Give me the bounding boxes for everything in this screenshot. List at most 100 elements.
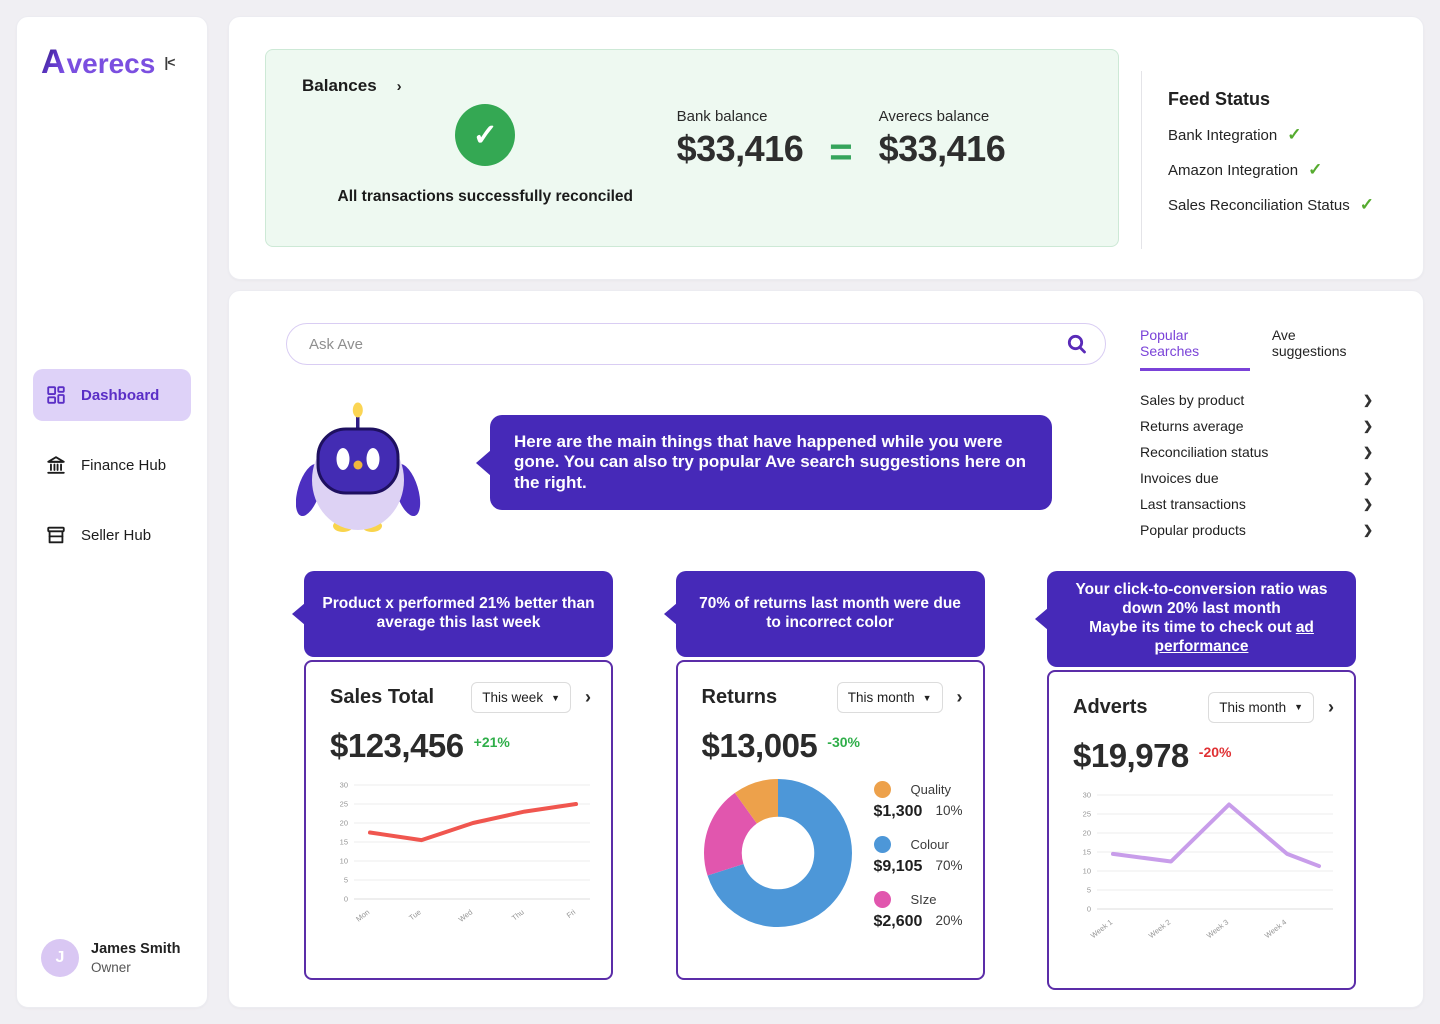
- svg-text:10: 10: [1083, 866, 1091, 875]
- legend-label: Colour: [910, 837, 949, 852]
- adverts-line-chart: 0 5 10 15 20 25 30 Week 1 Week 2 Week 3 Week 4: [1083, 790, 1333, 940]
- insight-bubble-sales: Product x performed 21% better than aver…: [292, 571, 613, 657]
- bank-balance-value: $33,416: [676, 128, 804, 169]
- card-title: Returns: [701, 686, 778, 708]
- caret-down-icon: ▼: [922, 692, 932, 703]
- popular-search-item[interactable]: Last transactions ❯: [1140, 491, 1373, 517]
- svg-text:10: 10: [340, 857, 348, 866]
- svg-text:15: 15: [1083, 847, 1091, 856]
- bank-balance-group: Bank balance $33,416: [677, 108, 804, 170]
- feed-status-section: Feed Status Bank Integration ✓ Amazon In…: [1142, 49, 1374, 279]
- delta-badge: +21%: [473, 734, 510, 750]
- chevron-right-icon: ›: [396, 77, 402, 95]
- chevron-right-icon: ❯: [1362, 445, 1373, 459]
- reconciliation-caption: All transactions successfully reconciled: [337, 188, 634, 205]
- sidebar-item-dashboard[interactable]: Dashboard: [33, 369, 191, 421]
- user-name: James Smith: [91, 941, 181, 957]
- sidebar-collapse-icon[interactable]: |<: [164, 54, 175, 70]
- popular-search-label: Popular products: [1140, 522, 1246, 538]
- tab-ave-suggestions[interactable]: Ave suggestions: [1271, 327, 1347, 359]
- period-dropdown[interactable]: This month ▼: [1208, 691, 1314, 723]
- popular-search-item[interactable]: Reconciliation status ❯: [1140, 439, 1373, 465]
- caret-down-icon: ▼: [551, 692, 560, 703]
- svg-text:Wed: Wed: [457, 907, 475, 924]
- dashboard-panel: Here are the main things that have happe…: [228, 290, 1424, 1008]
- card-expand-chevron[interactable]: ›: [956, 687, 963, 707]
- card-expand-chevron[interactable]: ›: [1328, 696, 1334, 717]
- delta-badge: -20%: [1198, 743, 1232, 760]
- delta-badge: -30%: [827, 734, 860, 750]
- main-content: Balances › ✓ All transactions successful…: [228, 16, 1424, 1008]
- search-input[interactable]: [307, 334, 1065, 354]
- insight-text: Your click-to-conversion ratio was down …: [1075, 581, 1328, 617]
- search-bar[interactable]: [286, 323, 1106, 365]
- popular-search-item[interactable]: Popular products ❯: [1140, 517, 1373, 543]
- popular-search-item[interactable]: Returns average ❯: [1140, 413, 1373, 439]
- svg-text:20: 20: [1083, 828, 1091, 837]
- period-value: This week: [482, 690, 544, 705]
- sidebar-item-seller-hub[interactable]: Seller Hub: [33, 509, 191, 561]
- svg-text:15: 15: [340, 838, 348, 847]
- feed-status-title: Feed Status: [1168, 89, 1271, 109]
- period-value: This month: [1219, 699, 1287, 715]
- ad-performance-link[interactable]: ad performance: [1154, 618, 1314, 655]
- svg-text:5: 5: [344, 876, 348, 885]
- logo-letter-a: A: [41, 43, 66, 81]
- period-value: This month: [847, 690, 915, 705]
- svg-text:Week 1: Week 1: [1089, 917, 1114, 940]
- sidebar: Averecs |< Dashboard Finance Hub Sell: [16, 16, 208, 1008]
- sidebar-item-label: Finance Hub: [81, 456, 167, 474]
- legend-amount: $1,300: [873, 803, 923, 820]
- popular-search-label: Last transactions: [1140, 496, 1246, 512]
- search-icon[interactable]: [1065, 332, 1089, 356]
- card-value: $123,456: [330, 727, 464, 764]
- sidebar-item-finance-hub[interactable]: Finance Hub: [33, 439, 191, 491]
- card-title: Adverts: [1073, 695, 1148, 718]
- returns-card: Returns This month ▼ › $13,005 -30%: [675, 660, 985, 980]
- sales-total-card: Sales Total This week ▼ › $123,456 +21% 0…: [304, 660, 613, 980]
- mascot-antenna: [356, 413, 360, 431]
- card-title: Sales Total: [330, 686, 435, 708]
- popular-search-item[interactable]: Invoices due ❯: [1140, 465, 1373, 491]
- legend-item: SIze $2,600 20%: [873, 891, 963, 931]
- avatar: J: [41, 939, 79, 977]
- returns-donut-chart: [703, 778, 852, 928]
- caret-down-icon: ▼: [1294, 702, 1303, 713]
- svg-text:5: 5: [1087, 885, 1091, 894]
- svg-text:30: 30: [340, 781, 348, 790]
- check-icon: ✓: [1287, 125, 1302, 144]
- sidebar-item-label: Dashboard: [81, 386, 160, 404]
- equals-icon: =: [829, 130, 853, 174]
- svg-text:Mon: Mon: [354, 907, 371, 923]
- legend-label: Quality: [910, 782, 951, 797]
- balances-card[interactable]: Balances › ✓ All transactions successful…: [265, 49, 1119, 247]
- balances-values: Bank balance $33,416 = Averecs balance $…: [677, 104, 1006, 206]
- chevron-right-icon: ❯: [1362, 419, 1373, 433]
- bank-icon: [45, 454, 67, 476]
- svg-text:30: 30: [1083, 790, 1091, 799]
- period-dropdown[interactable]: This week ▼: [471, 682, 571, 713]
- assistant-message-bubble: Here are the main things that have happe…: [476, 415, 1052, 511]
- balances-header[interactable]: Balances ›: [302, 76, 1082, 96]
- legend-label: SIze: [910, 892, 937, 907]
- balances-body: ✓ All transactions successfully reconcil…: [302, 104, 1082, 206]
- popular-search-label: Invoices due: [1140, 470, 1219, 486]
- legend-dot: [873, 836, 891, 853]
- reconciliation-status: ✓ All transactions successfully reconcil…: [302, 104, 669, 206]
- donut-legend: Quality $1,300 10% Colour $9,105 70% SIze …: [873, 777, 963, 946]
- user-role: Owner: [91, 960, 131, 975]
- vertical-divider: [1141, 71, 1142, 249]
- feed-status-item: Sales Reconciliation Status ✓: [1168, 195, 1374, 215]
- period-dropdown[interactable]: This month ▼: [836, 682, 943, 713]
- popular-search-item[interactable]: Sales by product ❯: [1140, 387, 1373, 413]
- adverts-card: Adverts This month ▼ › $19,978 -20% 0 5 10 1…: [1047, 669, 1356, 990]
- dashboard-icon: [45, 384, 67, 406]
- user-profile[interactable]: J James Smith Owner: [17, 939, 207, 1007]
- svg-text:20: 20: [340, 819, 348, 828]
- card-expand-chevron[interactable]: ›: [585, 687, 591, 707]
- chevron-right-icon: ❯: [1362, 393, 1373, 407]
- tab-popular-searches[interactable]: Popular Searches: [1140, 327, 1250, 371]
- legend-pct: 70%: [935, 858, 963, 873]
- insight-bubble-adverts: Your click-to-conversion ratio was down …: [1035, 571, 1356, 667]
- legend-item: Quality $1,300 10%: [873, 781, 963, 821]
